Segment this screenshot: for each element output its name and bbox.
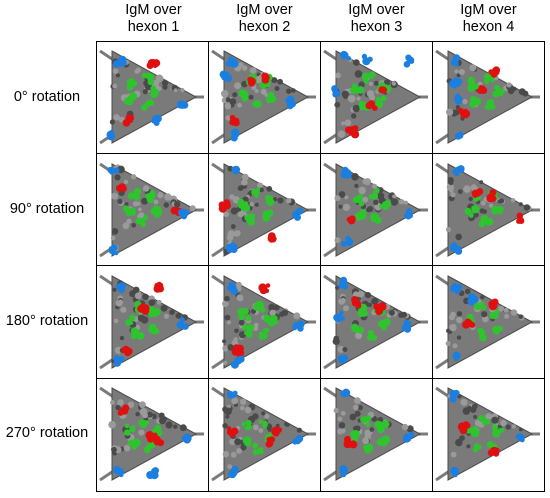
capsid-facet-image bbox=[323, 274, 428, 370]
capsid-facet-image bbox=[323, 49, 428, 145]
molecular-render-cell bbox=[98, 268, 206, 376]
grid-divider bbox=[96, 378, 545, 380]
molecular-render-cell bbox=[98, 380, 206, 488]
row-label-270: 270° rotation bbox=[5, 425, 89, 441]
column-header-hexon-2: IgM over hexon 2 bbox=[208, 2, 321, 36]
molecular-render-cell bbox=[210, 43, 318, 151]
grid-divider bbox=[432, 41, 434, 492]
molecular-render-cell bbox=[210, 380, 318, 488]
row-label-90: 90° rotation bbox=[9, 201, 85, 217]
capsid-facet-image bbox=[211, 386, 316, 482]
molecular-render-cell bbox=[434, 43, 542, 151]
molecular-render-cell bbox=[210, 268, 318, 376]
capsid-facet-image bbox=[435, 49, 540, 145]
capsid-facet-image bbox=[99, 49, 204, 145]
grid-divider bbox=[96, 265, 545, 267]
capsid-facet-image bbox=[435, 386, 540, 482]
column-header-text: IgM over hexon 3 bbox=[348, 2, 405, 35]
molecular-render-cell bbox=[322, 43, 430, 151]
capsid-facet-image bbox=[99, 274, 204, 370]
capsid-facet-image bbox=[435, 274, 540, 370]
molecular-render-cell bbox=[322, 380, 430, 488]
column-header-text: IgM over hexon 1 bbox=[125, 2, 182, 35]
molecular-render-cell bbox=[434, 268, 542, 376]
grid-divider bbox=[208, 41, 210, 492]
molecular-render-cell bbox=[434, 156, 542, 264]
capsid-facet-image bbox=[211, 162, 316, 258]
row-label-180: 180° rotation bbox=[5, 313, 89, 329]
column-header-text: IgM over hexon 4 bbox=[460, 2, 517, 35]
capsid-facet-image bbox=[323, 162, 428, 258]
row-label-0: 0° rotation bbox=[13, 89, 81, 105]
column-header-text: IgM over hexon 2 bbox=[236, 2, 293, 35]
capsid-facet-image bbox=[323, 386, 428, 482]
molecular-render-cell bbox=[434, 380, 542, 488]
capsid-facet-image bbox=[99, 162, 204, 258]
capsid-facet-image bbox=[99, 386, 204, 482]
capsid-facet-image bbox=[211, 274, 316, 370]
molecular-render-cell bbox=[322, 156, 430, 264]
capsid-facet-image bbox=[435, 162, 540, 258]
molecular-render-cell bbox=[98, 156, 206, 264]
column-header-hexon-1: IgM over hexon 1 bbox=[97, 2, 210, 36]
grid-divider bbox=[320, 41, 322, 492]
capsid-facet-image bbox=[211, 49, 316, 145]
column-header-hexon-4: IgM over hexon 4 bbox=[432, 2, 545, 36]
grid-divider bbox=[96, 153, 545, 155]
molecular-render-cell bbox=[210, 156, 318, 264]
column-header-hexon-3: IgM over hexon 3 bbox=[320, 2, 433, 36]
molecular-render-cell bbox=[98, 43, 206, 151]
molecular-render-cell bbox=[322, 268, 430, 376]
